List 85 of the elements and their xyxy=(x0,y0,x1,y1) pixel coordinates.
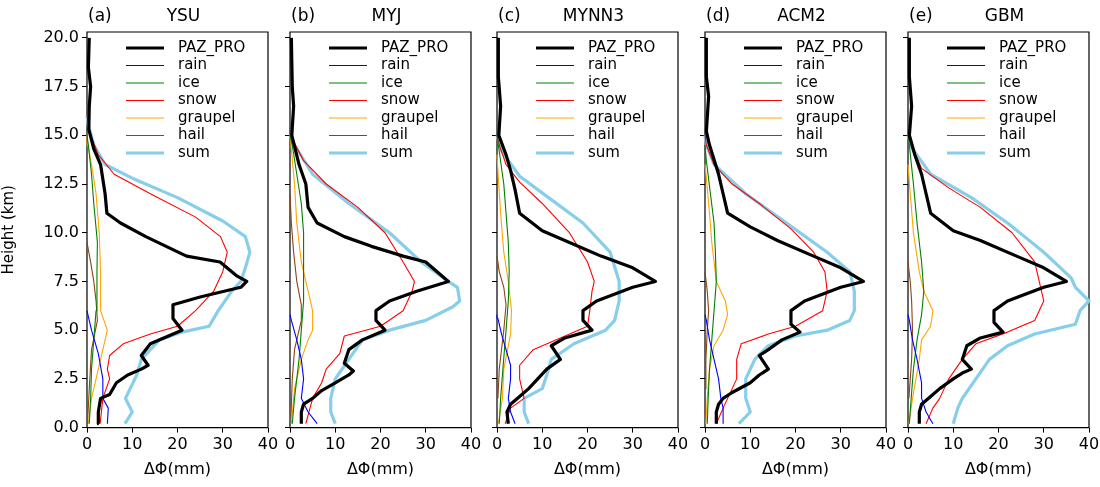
y-tick-label: 20.0 xyxy=(43,27,79,46)
legend-label: sum xyxy=(588,142,620,161)
legend-label: rain xyxy=(381,55,411,74)
legend-label: hail xyxy=(796,125,824,144)
y-tick-label: 5.0 xyxy=(53,319,79,339)
legend-label: sum xyxy=(381,142,413,161)
legend-label: hail xyxy=(178,125,206,144)
x-tick-label: 20 xyxy=(167,434,188,454)
legend-label: graupel xyxy=(178,107,236,126)
x-tick-label: 40 xyxy=(875,434,897,454)
legend-label: ice xyxy=(381,72,403,91)
x-tick-label: 40 xyxy=(667,434,689,454)
x-tick-label: 0 xyxy=(491,434,503,454)
x-tick-label: 20 xyxy=(988,434,1009,454)
x-tick-label: 0 xyxy=(902,434,914,454)
chart-title: MYNN3 xyxy=(562,5,625,25)
text: (c) xyxy=(498,5,521,25)
x-tick-label: 10 xyxy=(122,434,143,454)
legend-label: sum xyxy=(999,142,1031,161)
legend-label: snow xyxy=(588,90,627,109)
x-tick-label: 40 xyxy=(1078,434,1100,454)
text: (e) xyxy=(909,5,933,25)
x-tick-label: 0 xyxy=(699,434,711,454)
text: (d) xyxy=(706,5,731,25)
x-axis-title: ΔΦ(mm) xyxy=(761,458,830,478)
legend-label: snow xyxy=(999,90,1038,109)
x-tick-label: 30 xyxy=(622,434,643,454)
legend-label: PAZ_PRO xyxy=(178,37,246,57)
legend-label: PAZ_PRO xyxy=(999,37,1067,57)
x-tick-label: 20 xyxy=(785,434,806,454)
legend-label: ice xyxy=(588,72,610,91)
legend-label: graupel xyxy=(796,107,854,126)
x-axis-title: ΔΦ(mm) xyxy=(346,458,415,478)
legend-label: PAZ_PRO xyxy=(588,37,656,57)
legend-label: graupel xyxy=(588,107,646,126)
legend-label: PAZ_PRO xyxy=(796,37,864,57)
x-tick-label: 20 xyxy=(577,434,598,454)
y-axis-title: Height (km) xyxy=(0,185,17,275)
text: (a) xyxy=(88,5,112,25)
y-tick-label: 0.0 xyxy=(53,416,79,436)
legend-label: hail xyxy=(381,125,409,144)
x-tick-label: 10 xyxy=(532,434,553,454)
legend-label: hail xyxy=(999,125,1027,144)
legend-label: rain xyxy=(178,55,208,74)
x-tick-label: 30 xyxy=(212,434,233,454)
x-axis-title: ΔΦ(mm) xyxy=(553,458,622,478)
legend-label: rain xyxy=(588,55,618,74)
x-tick-label: 0 xyxy=(284,434,296,454)
legend-label: snow xyxy=(381,90,420,109)
legend-label: snow xyxy=(178,90,217,109)
x-axis-title: ΔΦ(mm) xyxy=(143,458,212,478)
legend-label: snow xyxy=(796,90,835,109)
chart-title: YSU xyxy=(165,5,201,25)
x-tick-label: 20 xyxy=(370,434,391,454)
x-tick-label: 30 xyxy=(1033,434,1054,454)
x-tick-label: 10 xyxy=(943,434,964,454)
x-tick-label: 10 xyxy=(740,434,761,454)
legend-label: sum xyxy=(796,142,828,161)
legend-label: graupel xyxy=(381,107,439,126)
x-tick-label: 0 xyxy=(81,434,93,454)
chart-title: MYJ xyxy=(371,5,402,25)
x-tick-label: 40 xyxy=(460,434,482,454)
x-tick-label: 40 xyxy=(257,434,279,454)
legend-label: graupel xyxy=(999,107,1057,126)
x-axis-title: ΔΦ(mm) xyxy=(964,458,1033,478)
legend-label: rain xyxy=(999,55,1029,74)
text: (b) xyxy=(291,5,316,25)
legend-label: PAZ_PRO xyxy=(381,37,449,57)
y-tick-label: 12.5 xyxy=(43,173,79,193)
x-tick-label: 10 xyxy=(325,434,346,454)
chart-title: ACM2 xyxy=(777,5,826,25)
x-tick-label: 30 xyxy=(830,434,851,454)
legend-label: rain xyxy=(796,55,826,74)
legend-label: ice xyxy=(999,72,1021,91)
y-tick-label: 2.5 xyxy=(53,368,79,388)
legend-label: ice xyxy=(178,72,200,91)
y-tick-label: 15.0 xyxy=(43,124,79,144)
y-tick-label: 7.5 xyxy=(53,270,79,290)
legend-label: ice xyxy=(796,72,818,91)
y-tick-label: 10.0 xyxy=(43,221,79,241)
chart-title: GBM xyxy=(984,5,1025,25)
legend-label: sum xyxy=(178,142,210,161)
legend-label: hail xyxy=(588,125,616,144)
x-tick-label: 30 xyxy=(415,434,436,454)
y-tick-label: 17.5 xyxy=(43,75,79,95)
